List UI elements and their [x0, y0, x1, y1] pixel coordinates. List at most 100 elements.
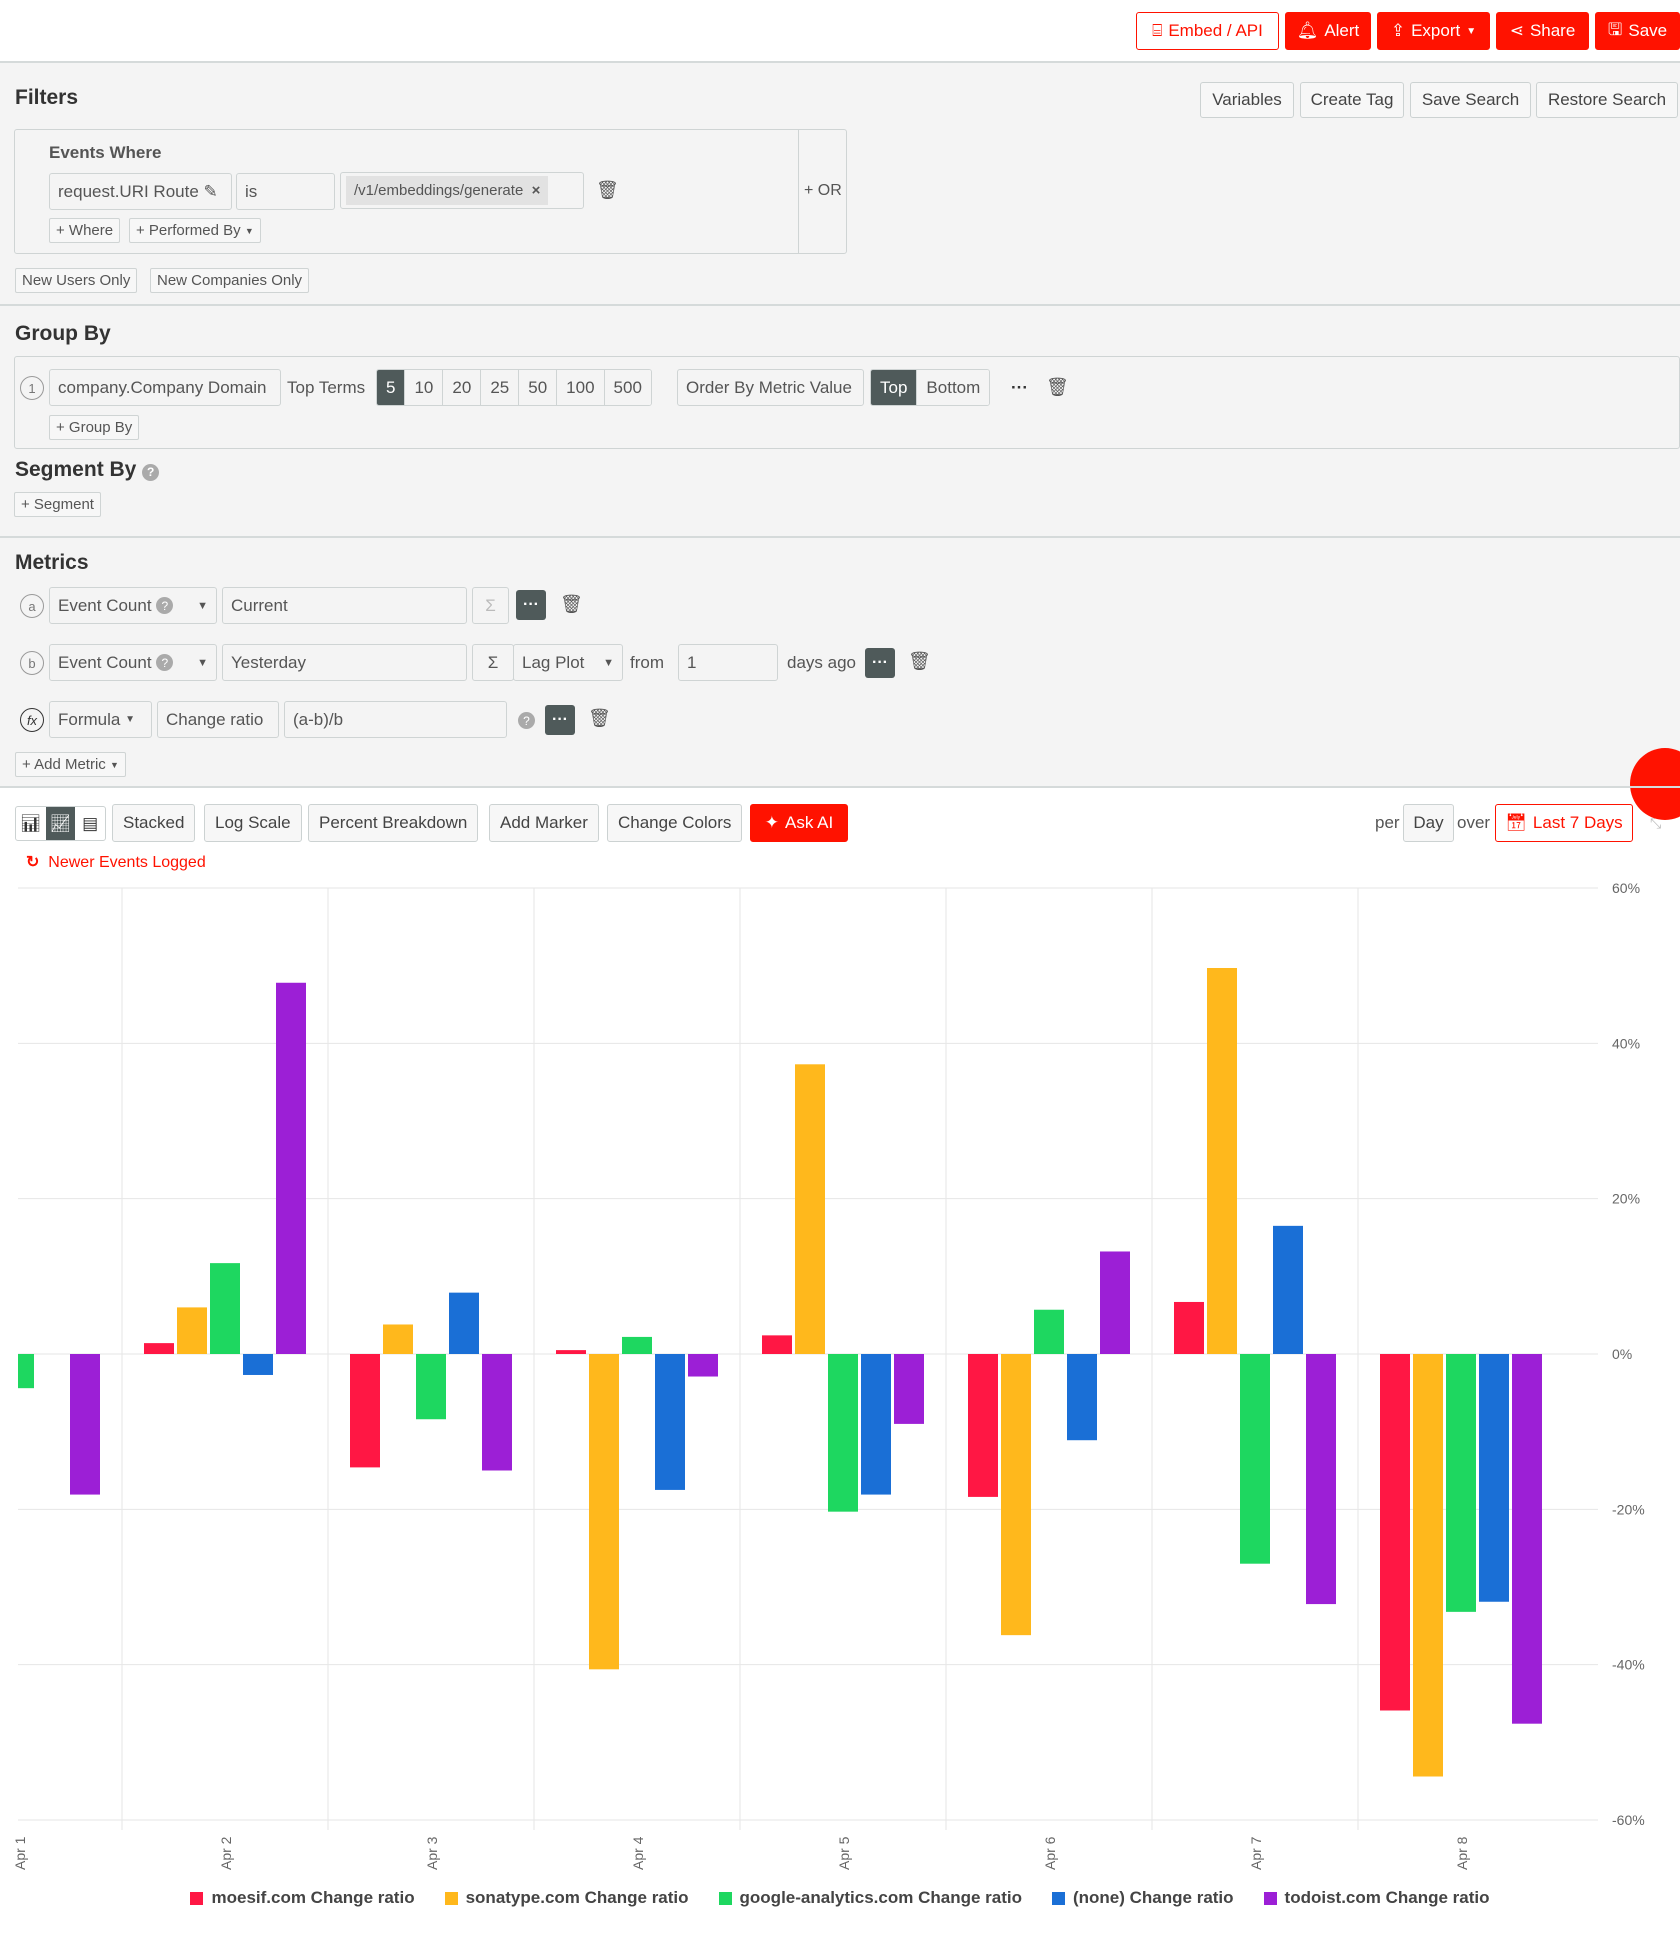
- legend-swatch: [718, 1891, 732, 1905]
- x-tick-label: Apr 6: [1042, 1836, 1058, 1870]
- sum-icon[interactable]: Σ: [472, 587, 509, 624]
- bar: [1380, 1354, 1410, 1711]
- save-search-button[interactable]: Save Search: [1410, 82, 1531, 118]
- bar: [1240, 1354, 1270, 1564]
- add-or-button[interactable]: + OR: [804, 182, 842, 199]
- legend-item[interactable]: (none) Change ratio: [1051, 1888, 1234, 1908]
- metric-a-name[interactable]: Current: [222, 587, 467, 624]
- group-by-title: Group By: [15, 322, 111, 345]
- trash-icon[interactable]: 🗑︎: [908, 651, 931, 671]
- more-icon[interactable]: ···: [865, 648, 895, 678]
- trash-icon[interactable]: 🗑︎: [596, 180, 619, 200]
- top-option[interactable]: Top: [871, 370, 918, 405]
- new-companies-only-button[interactable]: New Companies Only: [150, 268, 310, 293]
- legend-item[interactable]: todoist.com Change ratio: [1263, 1888, 1490, 1908]
- bar: [622, 1336, 652, 1354]
- bar: [688, 1354, 718, 1377]
- performed-by-button[interactable]: + Performed By ▼: [129, 218, 261, 243]
- legend-item[interactable]: google-analytics.com Change ratio: [718, 1888, 1022, 1908]
- bar-chart-icon[interactable]: 📊︎: [20, 813, 42, 833]
- term-10[interactable]: 10: [405, 370, 444, 405]
- group-field[interactable]: company.Company Domain: [49, 369, 281, 406]
- collapse-icon[interactable]: ⤡: [1650, 815, 1662, 831]
- legend-item[interactable]: moesif.com Change ratio: [190, 1888, 415, 1908]
- x-tick-label: Apr 4: [630, 1836, 646, 1870]
- help-icon[interactable]: ?: [518, 712, 535, 729]
- new-users-only-button[interactable]: New Users Only: [15, 268, 138, 293]
- trash-icon[interactable]: 🗑︎: [588, 708, 611, 728]
- value-tag: /v1/embeddings/generate ×: [346, 176, 549, 205]
- y-tick-label: -60%: [1612, 1812, 1645, 1828]
- term-25[interactable]: 25: [481, 370, 520, 405]
- log-scale-button[interactable]: Log Scale: [204, 804, 302, 842]
- stacked-button[interactable]: Stacked: [112, 804, 196, 842]
- term-100[interactable]: 100: [557, 370, 605, 405]
- filter-field[interactable]: request.URI Route ✎: [49, 173, 232, 210]
- term-500[interactable]: 500: [604, 370, 651, 405]
- save-button[interactable]: 🖫 Save: [1595, 12, 1680, 50]
- legend-swatch: [190, 1891, 204, 1905]
- embed-api-button[interactable]: ⌸ Embed / API: [1136, 12, 1279, 50]
- term-5[interactable]: 5: [377, 370, 406, 405]
- bar: [1100, 1251, 1130, 1354]
- add-group-by-button[interactable]: + Group By: [49, 415, 140, 440]
- date-range-button[interactable]: 📅︎ Last 7 Days: [1495, 804, 1633, 842]
- change-colors-button[interactable]: Change Colors: [607, 804, 743, 842]
- table-icon[interactable]: ▤: [82, 813, 99, 833]
- remove-icon[interactable]: ×: [531, 182, 541, 199]
- formula-name[interactable]: Change ratio: [157, 701, 279, 738]
- top-bottom-toggle[interactable]: Top Bottom: [870, 369, 991, 406]
- chart-type-selector[interactable]: 📊︎ 📈︎ ▤: [15, 806, 106, 841]
- sum-icon[interactable]: Σ: [472, 644, 514, 681]
- add-segment-button[interactable]: + Segment: [14, 492, 101, 517]
- newer-events-link[interactable]: ↻ Newer Events Logged: [26, 854, 206, 871]
- add-metric-button[interactable]: + Add Metric ▼: [15, 752, 126, 777]
- metric-letter: a: [20, 594, 44, 618]
- bar: [449, 1292, 479, 1354]
- y-tick-label: 40%: [1612, 1035, 1640, 1051]
- interval-select[interactable]: Day: [1403, 804, 1454, 842]
- term-50[interactable]: 50: [519, 370, 558, 405]
- value-field[interactable]: /v1/embeddings/generate ×: [340, 172, 584, 209]
- formula-expression[interactable]: (a-b)/b: [284, 701, 507, 738]
- bar: [1067, 1354, 1097, 1441]
- alert-button[interactable]: 🔔︎ Alert: [1285, 12, 1371, 50]
- top-terms-selector[interactable]: 5 10 20 25 50 100 500: [376, 369, 652, 406]
- export-button[interactable]: ⇪ Export ▼: [1377, 12, 1490, 50]
- ask-ai-button[interactable]: ✦ Ask AI: [750, 804, 848, 842]
- add-marker-button[interactable]: Add Marker: [489, 804, 599, 842]
- y-tick-label: 60%: [1612, 880, 1640, 896]
- x-tick-label: Apr 5: [836, 1836, 852, 1870]
- more-icon[interactable]: ···: [516, 590, 546, 620]
- bar: [894, 1354, 924, 1424]
- order-by-field[interactable]: Order By Metric Value: [677, 369, 864, 406]
- metric-a-select[interactable]: Event Count ? ▼: [49, 587, 217, 624]
- trash-icon[interactable]: 🗑︎: [560, 594, 583, 614]
- bottom-option[interactable]: Bottom: [917, 370, 990, 405]
- bar: [1001, 1354, 1031, 1636]
- create-tag-button[interactable]: Create Tag: [1300, 82, 1404, 118]
- legend-swatch: [1263, 1891, 1277, 1905]
- add-where-button[interactable]: + Where: [49, 218, 121, 243]
- metric-b-select[interactable]: Event Count ? ▼: [49, 644, 217, 681]
- more-icon[interactable]: ···: [545, 705, 575, 735]
- chat-bubble-button[interactable]: [1630, 748, 1680, 820]
- bell-icon: 🔔︎: [1296, 21, 1319, 40]
- percent-breakdown-button[interactable]: Percent Breakdown: [308, 804, 479, 842]
- legend-item[interactable]: sonatype.com Change ratio: [444, 1888, 689, 1908]
- lag-plot-select[interactable]: Lag Plot ▼: [513, 644, 623, 681]
- metric-b-name[interactable]: Yesterday: [222, 644, 467, 681]
- help-icon[interactable]: ?: [142, 463, 160, 481]
- restore-search-button[interactable]: Restore Search: [1536, 82, 1678, 118]
- variables-button[interactable]: Variables: [1200, 82, 1294, 118]
- more-icon[interactable]: ···: [1011, 378, 1028, 397]
- formula-select[interactable]: Formula ▼: [49, 701, 152, 738]
- term-20[interactable]: 20: [443, 370, 482, 405]
- operator-field[interactable]: is: [236, 173, 335, 210]
- share-button[interactable]: ⋖ Share: [1496, 12, 1589, 50]
- bar: [655, 1354, 685, 1490]
- line-chart-icon[interactable]: 📈︎: [45, 807, 76, 840]
- legend-swatch: [444, 1891, 458, 1905]
- trash-icon[interactable]: 🗑︎: [1046, 377, 1069, 397]
- days-input[interactable]: 1: [678, 644, 778, 681]
